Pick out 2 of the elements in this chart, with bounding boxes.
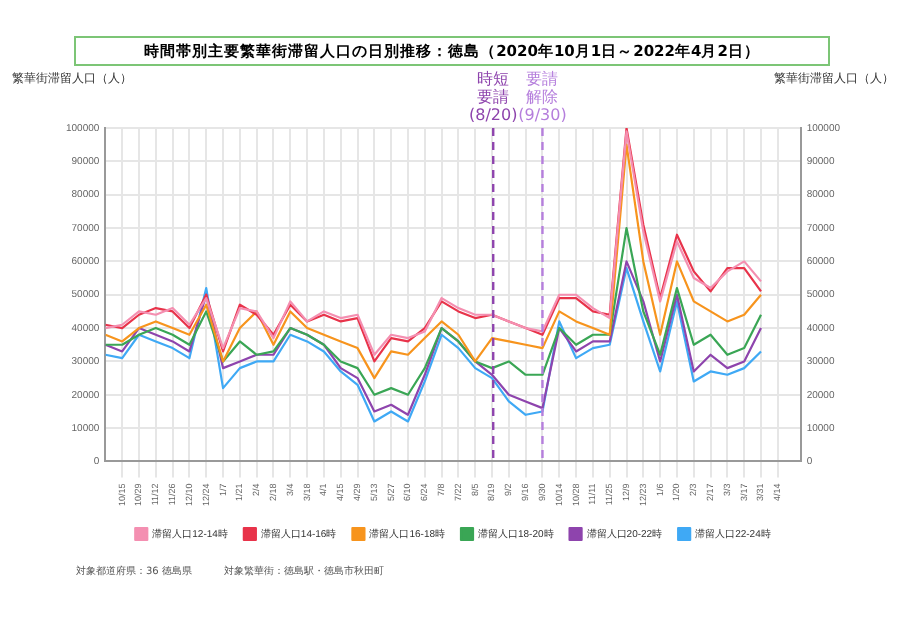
ref-line-label: 要請解除(9/30): [518, 70, 567, 125]
ref-line-label: 時短要請(8/20): [469, 70, 518, 125]
